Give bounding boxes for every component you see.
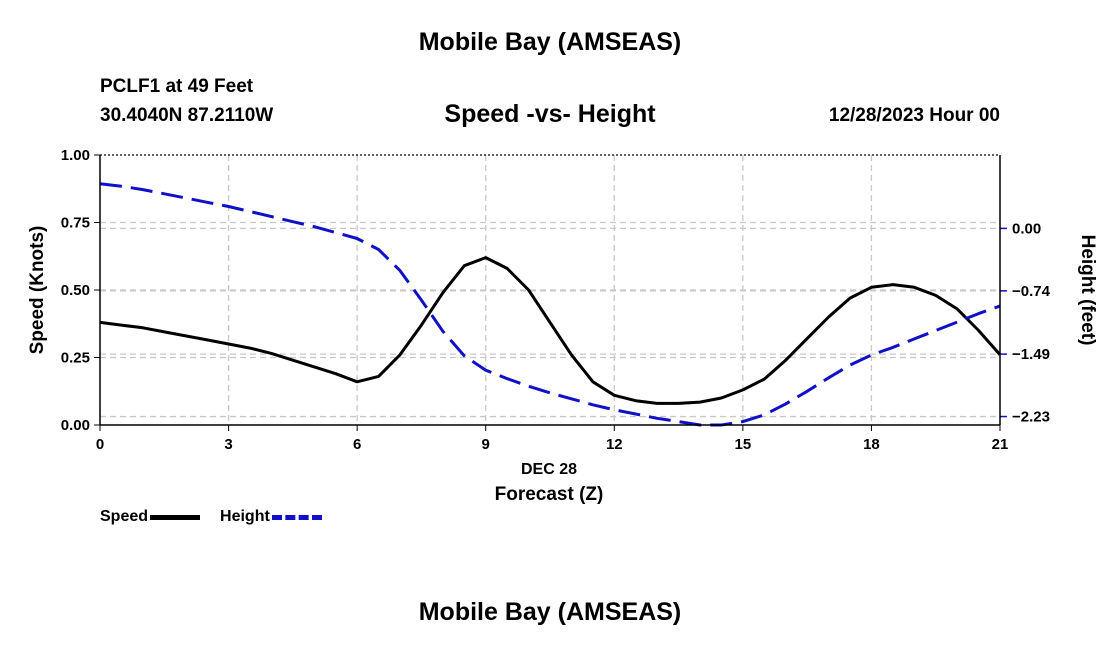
y-right-tick-label: −2.23 [1012, 409, 1050, 426]
chart-subtitle: Speed -vs- Height [444, 100, 656, 128]
y-right-tick-label: −1.49 [1012, 346, 1050, 363]
coordinates-label: 30.4040N 87.2110W [100, 105, 274, 126]
legend-height-swatch [271, 514, 322, 520]
x-axis-label: Forecast (Z) [495, 484, 604, 505]
legend-speed-label: Speed [100, 508, 149, 525]
x-tick-label: 9 [482, 436, 490, 453]
y-left-tick-label: 0.75 [61, 215, 90, 232]
legend-speed-swatch [150, 514, 201, 520]
y-left-tick-label: 0.25 [61, 350, 90, 367]
tick-labels: 0 3 6 9 12 15 18 21 0.00 0.25 0.50 0.75 1.00 0.00 −0.7… [61, 147, 1051, 453]
y-left-tick-label: 0.00 [61, 417, 90, 434]
x-tick-label: 6 [353, 436, 361, 453]
x-tick-label: 15 [735, 436, 752, 453]
station-label: PCLF1 at 49 Feet [100, 76, 254, 97]
axes [94, 154, 1007, 431]
y-axis-right-label: Height (feet) [1077, 235, 1098, 346]
series-lines [99, 182, 1002, 427]
page-title-bottom: Mobile Bay (AMSEAS) [418, 598, 682, 626]
x-tick-label: 21 [992, 436, 1009, 453]
x-tick-label: 12 [606, 436, 623, 453]
series-line-speed [99, 256, 1002, 405]
x-axis-date-label: DEC 28 [521, 461, 577, 478]
y-axis-left-label: Speed (Knots) [27, 226, 48, 355]
x-tick-label: 18 [863, 436, 880, 453]
datetime-label: 12/28/2023 Hour 00 [828, 105, 1000, 126]
y-left-tick-label: 1.00 [61, 147, 90, 164]
y-right-tick-label: −0.74 [1012, 283, 1051, 300]
legend-height-label: Height [220, 508, 270, 525]
y-left-tick-label: 0.50 [61, 282, 90, 299]
y-right-tick-label: 0.00 [1012, 220, 1041, 237]
grid-lines [100, 155, 1000, 425]
page-title: Mobile Bay (AMSEAS) [418, 28, 682, 56]
series-line-height [99, 182, 1001, 427]
x-tick-label: 3 [224, 436, 232, 453]
chart-legend: Speed Height [100, 508, 342, 526]
x-tick-label: 0 [96, 436, 104, 453]
